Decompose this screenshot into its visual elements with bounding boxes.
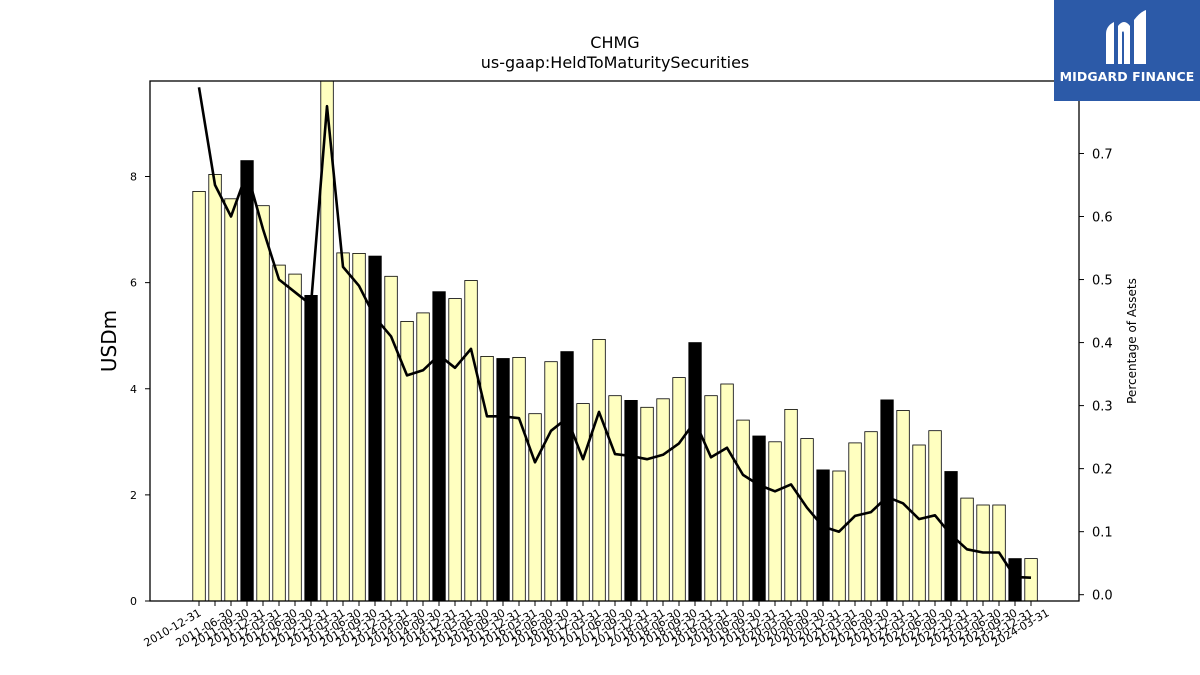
chart-title: CHMG: [590, 33, 639, 52]
line-layer: [197, 87, 1032, 579]
y-tick-label: 6: [130, 277, 137, 290]
bar: [720, 383, 734, 601]
midgard-logo-icon: [1106, 10, 1146, 64]
bar: [528, 413, 542, 601]
bar: [272, 264, 286, 601]
bar: [624, 399, 638, 601]
bar: [736, 419, 750, 601]
y-tick-label: 2: [130, 489, 137, 502]
bar: [336, 252, 350, 601]
y2-tick-label: 0.5: [1092, 274, 1113, 289]
bar: [512, 356, 526, 601]
x-axis: 2010-12-312011-06-302011-09-302011-12-31…: [142, 601, 1052, 650]
y2-tick-label: 0.7: [1092, 147, 1113, 162]
y-tick-label: 0: [130, 595, 137, 608]
bar: [368, 255, 382, 601]
bar: [304, 294, 318, 601]
brand-name: MIDGARD FINANCE: [1059, 69, 1195, 84]
bar: [672, 377, 686, 601]
y-axis-right: 0.00.10.20.30.40.50.60.70.8: [1079, 84, 1113, 604]
bar: [576, 403, 590, 601]
bar: [1024, 558, 1038, 601]
bar: [432, 291, 446, 601]
series-line: [197, 87, 1032, 579]
bar: [448, 298, 462, 601]
y2-tick-label: 0.2: [1092, 463, 1113, 478]
bar: [352, 252, 366, 601]
y2-tick-label: 0.0: [1092, 589, 1113, 604]
bar: [640, 406, 654, 601]
bar: [256, 205, 270, 601]
bar: [208, 173, 222, 601]
chart-subtitle: us-gaap:HeldToMaturitySecurities: [481, 53, 750, 72]
bar: [912, 444, 926, 601]
bar: [464, 280, 478, 601]
bar: [800, 438, 814, 601]
bar: [560, 351, 574, 601]
y2-tick-label: 0.3: [1092, 400, 1113, 415]
brand-logo: MIDGARD FINANCE: [1054, 0, 1200, 101]
y2-tick-label: 0.4: [1092, 337, 1113, 352]
bar: [608, 395, 622, 601]
y-tick-label: 4: [130, 383, 137, 396]
bar: [192, 190, 206, 601]
bar: [384, 275, 398, 601]
bar: [752, 435, 766, 601]
bar: [656, 398, 670, 601]
bar: [704, 395, 718, 601]
bar: [688, 342, 702, 601]
y2-tick-label: 0.1: [1092, 526, 1113, 541]
bar: [224, 198, 238, 601]
bar: [1008, 558, 1022, 601]
bar: [320, 81, 334, 601]
y-tick-label: 8: [130, 171, 137, 184]
bar: [784, 408, 798, 601]
y-axis-label: USDm: [97, 310, 121, 372]
bars-layer: [192, 81, 1038, 601]
bar: [416, 312, 430, 601]
bar: [496, 358, 510, 601]
bar: [864, 431, 878, 601]
y2-tick-label: 0.6: [1092, 211, 1113, 226]
bar: [896, 410, 910, 601]
bar: [592, 338, 606, 601]
bar: [400, 320, 414, 601]
bar: [832, 470, 846, 601]
y2-axis-label: Percentage of Assets: [1125, 278, 1139, 404]
bar: [816, 469, 830, 601]
bar: [288, 273, 302, 601]
bar: [544, 361, 558, 601]
y-axis-left: 0 2 4 6 8: [130, 171, 150, 608]
bar: [768, 441, 782, 601]
bar: [240, 160, 254, 601]
